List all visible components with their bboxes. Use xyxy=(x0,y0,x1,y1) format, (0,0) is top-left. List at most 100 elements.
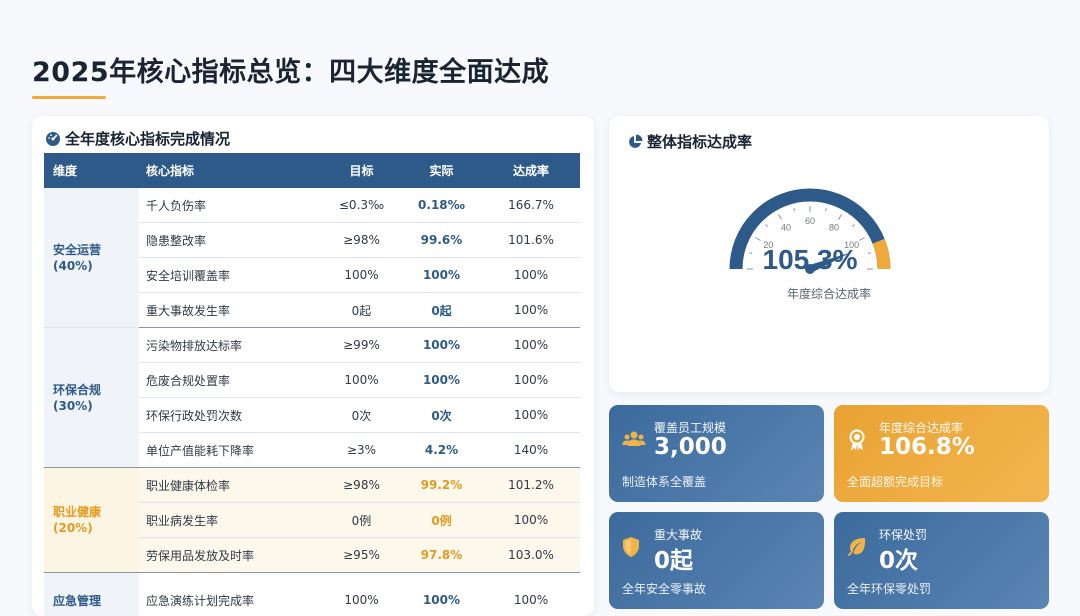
metric-actual: 99.2% xyxy=(401,468,482,503)
metric-target: 100% xyxy=(322,258,401,293)
metric-rate: 140% xyxy=(482,433,580,468)
header-rate: 达成率 xyxy=(482,153,580,188)
gauge-tick xyxy=(749,253,752,254)
header-name: 核心指标 xyxy=(139,153,322,188)
title-underline xyxy=(32,96,106,99)
page-title: 2025年核心指标总览：四大维度全面达成 xyxy=(32,50,549,89)
metric-target: 0起 xyxy=(322,293,401,328)
table-row: 安全运营 (40%) 千人负伤率 ≤0.3‰ 0.18‰ 166.7% xyxy=(44,188,580,223)
dimension-weight: (40%) xyxy=(53,259,93,273)
gauge-tick xyxy=(868,253,871,254)
dimension-environment: 环保合规 (30%) xyxy=(44,328,139,468)
stat-foot: 制造体系全覆盖 xyxy=(622,473,706,490)
shield-icon xyxy=(622,536,640,558)
gauge-subtitle: 年度综合达成率 xyxy=(609,285,1049,302)
metric-name: 隐患整改率 xyxy=(139,223,322,258)
metric-actual: 4.2% xyxy=(401,433,482,468)
stat-card-employees: 覆盖员工规模 3,000 制造体系全覆盖 xyxy=(609,405,824,502)
metric-actual: 100% xyxy=(401,258,482,293)
gauge-icon xyxy=(45,131,61,147)
dimension-label: 环保合规 xyxy=(53,383,101,397)
stat-value: 3,000 xyxy=(654,434,727,460)
metric-rate: 166.7% xyxy=(482,188,580,223)
gauge-tick xyxy=(766,225,768,227)
stat-value: 0起 xyxy=(654,541,693,575)
metric-rate: 103.0% xyxy=(482,538,580,573)
metric-rate: 100% xyxy=(482,398,580,433)
gauge-value: 105.3% xyxy=(763,244,858,275)
metrics-card: 全年度核心指标完成情况 维度 核心指标 目标 实际 达成率 安全运营 (40%)… xyxy=(32,116,594,616)
header-target: 目标 xyxy=(322,153,401,188)
metric-rate: 100% xyxy=(482,503,580,538)
stat-foot: 全面超额完成目标 xyxy=(847,473,943,490)
metric-target: 0次 xyxy=(322,398,401,433)
metric-rate: 100% xyxy=(482,573,580,616)
table-header-row: 维度 核心指标 目标 实际 达成率 xyxy=(44,153,580,188)
award-icon xyxy=(847,429,867,451)
dimension-label: 职业健康 xyxy=(53,505,101,519)
metric-name: 职业病发生率 xyxy=(139,503,322,538)
metric-actual: 100% xyxy=(401,328,482,363)
stat-card-overall-rate: 年度综合达成率 106.8% 全面超额完成目标 xyxy=(834,405,1049,502)
stat-card-env-penalties: 环保处罚 0次 全年环保零处罚 xyxy=(834,512,1049,609)
metric-name: 环保行政处罚次数 xyxy=(139,398,322,433)
metric-actual: 0起 xyxy=(401,293,482,328)
dimension-emergency: 应急管理 xyxy=(44,573,139,616)
gauge-progress xyxy=(879,241,884,269)
gauge-tick-label: 40 xyxy=(781,222,791,232)
gauge-tick xyxy=(779,214,782,219)
stat-value: 0次 xyxy=(879,541,918,575)
metric-actual: 0例 xyxy=(401,503,482,538)
metric-actual: 0.18‰ xyxy=(401,188,482,223)
gauge-tick xyxy=(755,238,760,241)
stat-foot: 全年安全零事故 xyxy=(622,580,706,597)
leaf-icon xyxy=(847,536,867,556)
dimension-weight: (20%) xyxy=(53,521,93,535)
metric-name: 应急演练计划完成率 xyxy=(139,573,322,616)
header-dimension: 维度 xyxy=(44,153,139,188)
metric-name: 危废合规处置率 xyxy=(139,363,322,398)
metrics-card-title: 全年度核心指标完成情况 xyxy=(45,128,230,149)
metric-rate: 101.6% xyxy=(482,223,580,258)
metric-rate: 100% xyxy=(482,258,580,293)
metric-name: 职业健康体检率 xyxy=(139,468,322,503)
metric-actual: 100% xyxy=(401,363,482,398)
metric-target: 0例 xyxy=(322,503,401,538)
gauge-tick xyxy=(794,208,795,211)
gauge-tick xyxy=(826,208,827,211)
stat-foot: 全年环保零处罚 xyxy=(847,580,931,597)
gauge-tick xyxy=(852,225,854,227)
metrics-card-title-text: 全年度核心指标完成情况 xyxy=(65,128,230,149)
metric-name: 劳保用品发放及时率 xyxy=(139,538,322,573)
metric-name: 千人负伤率 xyxy=(139,188,322,223)
dimension-weight: (30%) xyxy=(53,399,93,413)
users-icon xyxy=(622,429,646,449)
gauge-tick-label: 80 xyxy=(829,222,839,232)
dimension-label: 安全运营 xyxy=(53,243,101,257)
metric-target: ≥98% xyxy=(322,468,401,503)
metric-name: 污染物排放达标率 xyxy=(139,328,322,363)
metric-rate: 100% xyxy=(482,363,580,398)
metric-name: 安全培训覆盖率 xyxy=(139,258,322,293)
dimension-safety: 安全运营 (40%) xyxy=(44,188,139,328)
table-row: 环保合规 (30%) 污染物排放达标率 ≥99% 100% 100% xyxy=(44,328,580,363)
metric-rate: 101.2% xyxy=(482,468,580,503)
table-row: 职业健康 (20%) 职业健康体检率 ≥98% 99.2% 101.2% xyxy=(44,468,580,503)
metric-target: ≥99% xyxy=(322,328,401,363)
metric-actual: 97.8% xyxy=(401,538,482,573)
gauge-tick xyxy=(859,238,864,241)
metric-target: ≥98% xyxy=(322,223,401,258)
table-row: 应急管理 应急演练计划完成率 100% 100% 100% xyxy=(44,573,580,616)
metric-actual: 100% xyxy=(401,573,482,616)
stat-value: 106.8% xyxy=(879,434,975,460)
metric-target: 100% xyxy=(322,363,401,398)
metric-rate: 100% xyxy=(482,293,580,328)
dimension-health: 职业健康 (20%) xyxy=(44,468,139,573)
dimension-label: 应急管理 xyxy=(53,594,101,608)
header-actual: 实际 xyxy=(401,153,482,188)
metric-target: ≤0.3‰ xyxy=(322,188,401,223)
metric-name: 重大事故发生率 xyxy=(139,293,322,328)
metric-rate: 100% xyxy=(482,328,580,363)
metric-name: 单位产值能耗下降率 xyxy=(139,433,322,468)
